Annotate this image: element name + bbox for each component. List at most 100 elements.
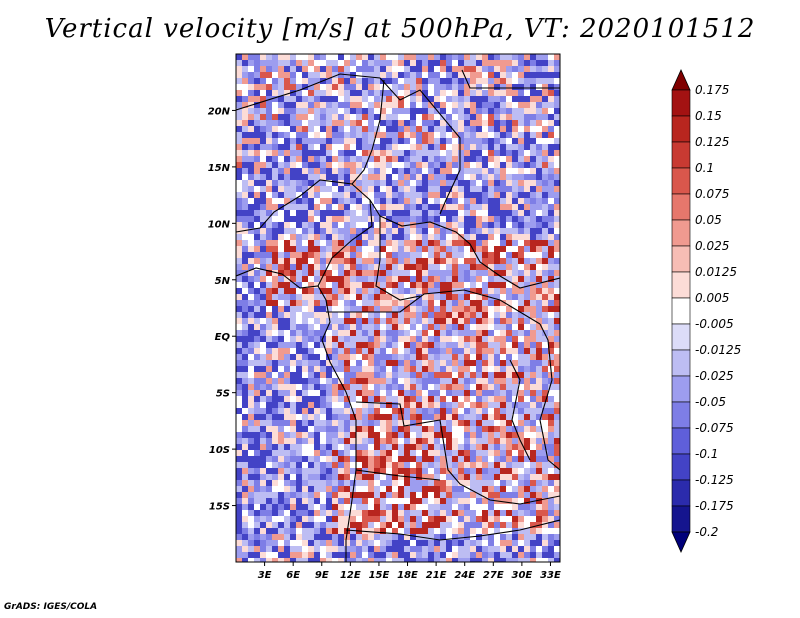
field-cell — [512, 312, 518, 318]
field-cell — [410, 312, 416, 318]
field-cell — [380, 486, 386, 492]
field-cell — [506, 486, 512, 492]
field-cell — [248, 498, 254, 504]
colorbar-segment — [671, 297, 691, 325]
field-cell — [350, 300, 356, 306]
field-cell — [488, 96, 494, 102]
field-cell — [254, 90, 260, 96]
field-cell — [524, 150, 530, 156]
field-cell — [404, 138, 410, 144]
field-cell — [284, 450, 290, 456]
field-cell — [242, 120, 248, 126]
field-cell — [452, 276, 458, 282]
field-cell — [266, 408, 272, 414]
field-cell — [326, 324, 332, 330]
field-cell — [392, 396, 398, 402]
field-cell — [464, 450, 470, 456]
field-cell — [458, 402, 464, 408]
field-cell — [494, 222, 500, 228]
field-cell — [320, 546, 326, 552]
field-cell — [530, 390, 536, 396]
field-cell — [554, 282, 560, 288]
field-cell — [452, 120, 458, 126]
field-cell — [554, 312, 560, 318]
field-cell — [452, 384, 458, 390]
field-cell — [266, 282, 272, 288]
field-cell — [344, 522, 350, 528]
field-cell — [356, 198, 362, 204]
field-cell — [242, 510, 248, 516]
field-cell — [524, 324, 530, 330]
field-cell — [470, 276, 476, 282]
field-cell — [554, 366, 560, 372]
field-cell — [386, 162, 392, 168]
field-cell — [524, 474, 530, 480]
field-cell — [452, 330, 458, 336]
field-cell — [260, 252, 266, 258]
field-cell — [452, 216, 458, 222]
field-cell — [512, 372, 518, 378]
field-cell — [410, 522, 416, 528]
field-cell — [350, 294, 356, 300]
field-cell — [398, 516, 404, 522]
field-cell — [356, 396, 362, 402]
field-cell — [320, 222, 326, 228]
field-cell — [470, 378, 476, 384]
field-cell — [464, 408, 470, 414]
field-cell — [440, 168, 446, 174]
field-cell — [404, 54, 410, 60]
field-cell — [332, 204, 338, 210]
field-cell — [284, 204, 290, 210]
field-cell — [380, 186, 386, 192]
field-cell — [524, 420, 530, 426]
field-cell — [374, 66, 380, 72]
field-cell — [380, 318, 386, 324]
field-cell — [434, 360, 440, 366]
field-cell — [476, 78, 482, 84]
field-cell — [434, 174, 440, 180]
field-cell — [446, 216, 452, 222]
field-cell — [242, 318, 248, 324]
field-cell — [332, 366, 338, 372]
field-cell — [236, 300, 242, 306]
field-cell — [278, 102, 284, 108]
field-cell — [272, 54, 278, 60]
field-cell — [518, 372, 524, 378]
field-cell — [518, 114, 524, 120]
field-cell — [290, 66, 296, 72]
field-cell — [236, 396, 242, 402]
field-cell — [542, 108, 548, 114]
field-cell — [338, 234, 344, 240]
field-cell — [446, 408, 452, 414]
field-cell — [440, 426, 446, 432]
field-cell — [302, 318, 308, 324]
field-cell — [284, 492, 290, 498]
field-cell — [428, 246, 434, 252]
field-cell — [404, 294, 410, 300]
field-cell — [518, 72, 524, 78]
field-cell — [512, 210, 518, 216]
field-cell — [494, 150, 500, 156]
field-cell — [410, 510, 416, 516]
field-cell — [422, 408, 428, 414]
field-cell — [296, 420, 302, 426]
field-cell — [530, 96, 536, 102]
field-cell — [524, 84, 530, 90]
field-cell — [290, 198, 296, 204]
field-cell — [242, 204, 248, 210]
field-cell — [434, 540, 440, 546]
field-cell — [266, 474, 272, 480]
colorbar-segment — [671, 453, 691, 481]
field-cell — [350, 54, 356, 60]
field-cell — [476, 360, 482, 366]
field-cell — [302, 522, 308, 528]
field-cell — [446, 192, 452, 198]
field-cell — [416, 96, 422, 102]
field-cell — [344, 84, 350, 90]
field-cell — [278, 372, 284, 378]
field-cell — [440, 360, 446, 366]
field-cell — [308, 522, 314, 528]
field-cell — [272, 306, 278, 312]
field-cell — [308, 72, 314, 78]
field-cell — [320, 192, 326, 198]
